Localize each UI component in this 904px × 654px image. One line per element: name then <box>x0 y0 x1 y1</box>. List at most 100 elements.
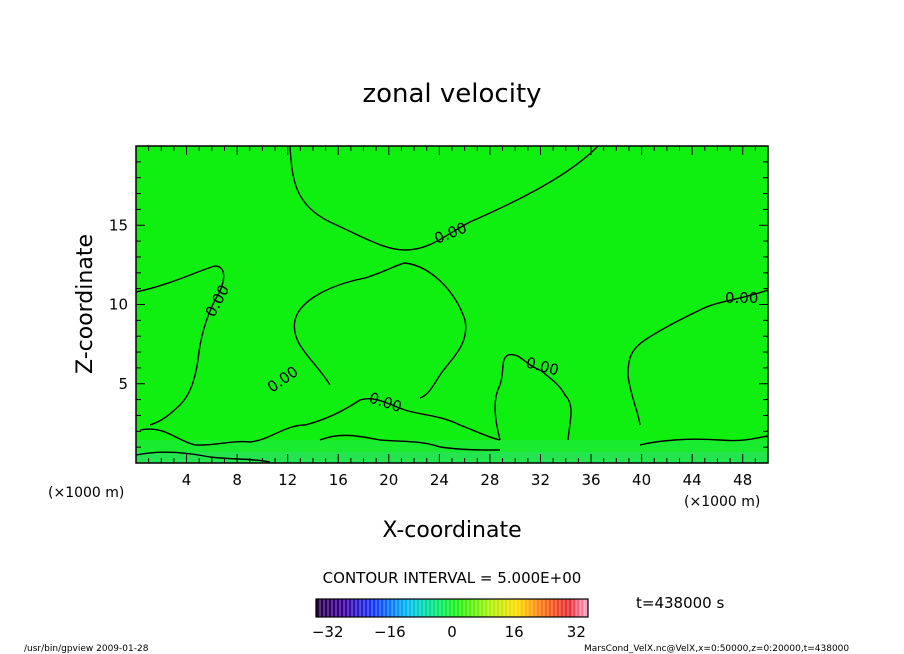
y-tick-label: 5 <box>118 375 128 393</box>
x-tick-label: 36 <box>581 471 600 489</box>
x-unit-right: (×1000 m) <box>684 494 760 510</box>
colorbar-swatch <box>580 599 585 617</box>
field-background <box>136 146 768 463</box>
colorbar-swatch <box>392 599 397 617</box>
colorbar-swatch <box>388 599 393 617</box>
contour-right-hill <box>627 289 769 426</box>
colorbar-swatch <box>476 599 481 617</box>
colorbar-swatch <box>316 599 321 617</box>
colorbar-swatch <box>516 599 521 617</box>
x-tick-label: 40 <box>632 471 651 489</box>
y-tick-label: 15 <box>109 216 128 234</box>
colorbar-swatch <box>556 599 561 617</box>
contour-upper-dome <box>289 145 599 251</box>
colorbar-swatch <box>456 599 461 617</box>
colorbar-swatch <box>340 599 345 617</box>
colorbar-tick-label: 0 <box>447 623 457 641</box>
colorbar-swatch <box>484 599 489 617</box>
contour-lower-wiggle-2 <box>319 434 501 451</box>
colorbar-swatch <box>412 599 417 617</box>
colorbar-swatch <box>512 599 517 617</box>
colorbar-swatch <box>364 599 369 617</box>
colorbar-tick-label: −32 <box>312 623 344 641</box>
colorbar-swatch <box>452 599 457 617</box>
x-unit-left: (×1000 m) <box>48 485 124 501</box>
x-tick-label: 32 <box>531 471 550 489</box>
x-tick-label: 4 <box>182 471 192 489</box>
colorbar-swatch <box>376 599 381 617</box>
colorbar-swatch <box>504 599 509 617</box>
colorbar-swatch <box>436 599 441 617</box>
colorbar-swatch <box>520 599 525 617</box>
colorbar-swatch <box>548 599 553 617</box>
colorbar-swatch <box>488 599 493 617</box>
x-axis-label: X-coordinate <box>382 518 521 543</box>
colorbar-swatch <box>396 599 401 617</box>
contour-interval-label: CONTOUR INTERVAL = 5.000E+00 <box>323 569 582 587</box>
contour-lower-wiggle <box>139 398 501 446</box>
footer-left: /usr/bin/gpview 2009-01-28 <box>24 644 149 654</box>
colorbar-swatch <box>500 599 505 617</box>
colorbar-swatch <box>324 599 329 617</box>
colorbar-swatch <box>552 599 557 617</box>
colorbar-swatch <box>572 599 577 617</box>
x-tick-label: 16 <box>329 471 348 489</box>
colorbar-swatch <box>444 599 449 617</box>
x-tick-label: 12 <box>278 471 297 489</box>
y-axis-label: Z-coordinate <box>73 234 98 374</box>
colorbar-swatch <box>460 599 465 617</box>
colorbar-swatch <box>336 599 341 617</box>
colorbar-swatch <box>528 599 533 617</box>
colorbar-swatch <box>472 599 477 617</box>
colorbar-swatch <box>540 599 545 617</box>
colorbar-swatch <box>408 599 413 617</box>
x-tick-label: 44 <box>683 471 702 489</box>
colorbar-swatch <box>320 599 325 617</box>
colorbar-swatch <box>344 599 349 617</box>
y-tick-label: 10 <box>109 296 128 314</box>
colorbar-swatch <box>568 599 573 617</box>
colorbar-swatch <box>372 599 377 617</box>
plot-area: 0.00 0.00 0.00 0.00 0.00 0.00 <box>135 145 769 464</box>
colorbar-swatch <box>428 599 433 617</box>
colorbar-frame <box>315 598 589 618</box>
colorbar-swatch <box>560 599 565 617</box>
colorbar-swatch <box>508 599 513 617</box>
colorbar-swatch <box>448 599 453 617</box>
contour-lines <box>135 145 769 463</box>
colorbar-swatch <box>584 599 589 617</box>
colorbar-swatch <box>440 599 445 617</box>
colorbar-swatch <box>352 599 357 617</box>
colorbar-swatch <box>368 599 373 617</box>
colorbar <box>315 599 589 617</box>
colorbar-swatch <box>492 599 497 617</box>
colorbar-swatch <box>400 599 405 617</box>
colorbar-tick-label: 16 <box>505 623 524 641</box>
chart-title: zonal velocity <box>362 79 541 109</box>
colorbar-swatch <box>576 599 581 617</box>
contour-central-bubble <box>293 262 467 399</box>
x-tick-label: 20 <box>379 471 398 489</box>
colorbar-swatch <box>356 599 361 617</box>
colorbar-swatch <box>332 599 337 617</box>
x-tick-label: 8 <box>232 471 242 489</box>
surface-layer-shading-2 <box>136 452 768 463</box>
y-axis-ticks: 5 10 15 <box>109 161 768 448</box>
colorbar-swatch <box>496 599 501 617</box>
colorbar-swatch <box>464 599 469 617</box>
colorbar-swatch <box>404 599 409 617</box>
contour-near-surface-right <box>639 435 769 446</box>
colorbar-tick-label: 32 <box>567 623 586 641</box>
time-label: t=438000 s <box>636 594 724 612</box>
colorbar-ticks: −32 −16 0 16 32 <box>312 623 586 641</box>
contour-left-column <box>135 265 225 426</box>
colorbar-swatch <box>532 599 537 617</box>
colorbar-swatch <box>420 599 425 617</box>
colorbar-swatch <box>416 599 421 617</box>
colorbar-swatch <box>328 599 333 617</box>
colorbar-swatch <box>432 599 437 617</box>
x-tick-label: 24 <box>430 471 449 489</box>
colorbar-swatch <box>360 599 365 617</box>
colorbar-tick-label: −16 <box>374 623 406 641</box>
